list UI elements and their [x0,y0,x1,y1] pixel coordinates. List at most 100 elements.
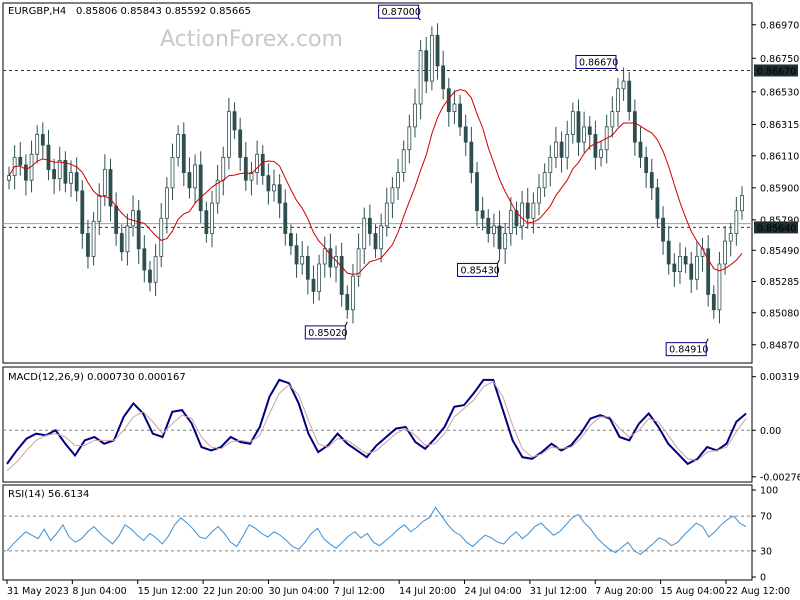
candle-body [86,233,90,257]
annotation-leader [705,338,709,343]
symbol-title: EURGBP,H4 [8,6,66,17]
candle-body [542,172,547,189]
candle-body [18,156,23,166]
candle-body [520,202,524,227]
price-tick-label: 0.85900 [760,183,799,194]
candle-body [475,172,479,212]
candle-body [632,111,637,143]
candle-body [367,217,372,234]
candle-body [322,248,327,265]
candle-body [717,263,722,311]
candle-body [46,144,51,170]
candle-body [300,255,305,265]
candle-body [593,134,598,158]
candle-body [683,255,688,265]
candle-body [711,294,716,311]
ohlc-values: 0.85806 0.85843 0.85592 0.85665 [76,6,251,17]
candle-body [413,103,417,128]
level-price-label: 0.86670 [757,66,796,77]
x-tick-label: 8 Jun 04:00 [72,586,126,597]
candle-body [458,103,462,128]
candle-body [131,210,135,227]
candle-body [565,134,570,158]
candle-body [379,225,384,250]
candle-body [243,156,248,181]
price-tick-label: 0.84870 [760,340,799,351]
macd-title: MACD(12,26,9) 0.000730 0.000167 [8,372,186,383]
price-tick-label: 0.86110 [760,151,799,162]
x-tick-label: 30 Jun 04:00 [268,586,328,597]
candle-body [249,172,254,181]
annotation-label: 0.85020 [308,328,347,339]
price-tick-label: 0.86750 [760,54,799,65]
x-tick-label: 22 Jun 20:00 [203,586,263,597]
candle-body [69,172,73,184]
candle-body [97,195,102,222]
candle-body [390,187,395,204]
rsi-tick-label: 70 [760,512,772,523]
candle-body [554,141,558,158]
candle-body [283,202,288,234]
x-tick-label: 24 Jul 04:00 [465,586,522,597]
candle-body [57,159,62,180]
rsi-tick-label: 100 [760,486,778,497]
candle-body [356,248,361,277]
candle-body [238,129,243,158]
candle-body [418,50,423,105]
annotation-box [457,262,499,277]
rsi-tick-label: 0 [760,573,766,584]
price-tick-label: 0.86530 [760,87,799,98]
candle-body [469,141,474,173]
candle-body [136,210,141,250]
level-price-label: 0.85640 [757,223,796,234]
candle-body [215,179,220,204]
rsi-line [6,506,747,555]
candle-body [153,255,158,283]
candle-body [40,134,45,146]
candle-body [80,190,85,234]
candle-body [661,217,665,242]
candle-body [492,225,496,234]
macd-tick-label: 0.00319 [760,372,799,383]
candle-body [339,255,344,295]
candle-body [142,248,147,271]
main-panel-frame [2,2,753,364]
candle-body [503,233,508,250]
rsi-tick-label: 30 [760,546,772,557]
x-tick-label: 22 Aug 12:00 [726,586,790,597]
candle-body [401,149,406,173]
candle-body [125,225,130,253]
price-tick-label: 0.85285 [760,277,799,288]
annotation-label: 0.86670 [579,57,618,68]
candle-body [576,111,581,143]
candle-body [649,172,654,189]
candle-body [311,278,316,292]
annotation-leader [344,321,348,327]
rsi-title: RSI(14) 56.6134 [8,489,89,500]
rsi-panel-frame [2,484,753,581]
macd-tick-label: 0.00 [760,426,781,437]
candle-body [294,245,299,265]
candle-body [435,35,440,67]
candle-body [599,149,603,158]
price-tick-label: 0.86315 [760,120,799,131]
candle-body [429,35,434,82]
candle-body [35,134,40,155]
candle-body [164,187,169,219]
annotation-box [378,4,420,19]
candle-body [689,263,694,280]
candle-body [63,159,68,184]
candle-body [508,210,513,234]
x-tick-label: 7 Aug 20:00 [595,586,653,597]
candle-body [289,233,293,247]
candle-body [328,248,333,268]
candle-body [452,103,457,113]
candle-body [176,134,181,158]
candle-body [655,187,660,219]
candle-body [548,156,553,173]
price-tick-label: 0.85080 [760,308,799,319]
rsi-plot [3,506,752,555]
candle-body [226,111,231,158]
x-tick-label: 15 Jun 12:00 [138,586,198,597]
macd-tick-label: -0.002769 [760,472,800,483]
